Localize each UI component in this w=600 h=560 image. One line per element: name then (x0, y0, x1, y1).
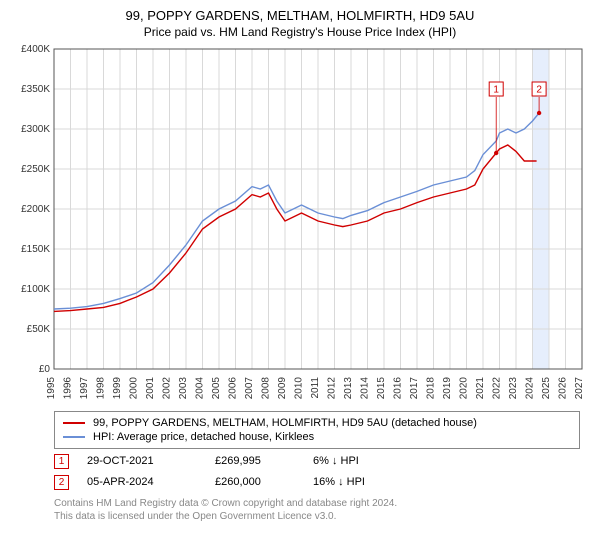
svg-text:£250K: £250K (21, 164, 50, 175)
svg-text:£350K: £350K (21, 84, 50, 95)
footer-line1: Contains HM Land Registry data © Crown c… (54, 497, 580, 510)
svg-text:2019: 2019 (442, 376, 453, 399)
transactions-table: 1 29-OCT-2021 £269,995 6% ↓ HPI 2 05-APR… (54, 451, 580, 493)
svg-text:£50K: £50K (27, 324, 51, 335)
chart-subtitle: Price paid vs. HM Land Registry's House … (10, 25, 590, 39)
txn-pct: 16% ↓ HPI (313, 476, 373, 488)
svg-text:£0: £0 (39, 364, 51, 375)
svg-text:2: 2 (536, 84, 542, 95)
svg-text:1996: 1996 (63, 376, 74, 399)
svg-text:2011: 2011 (310, 376, 321, 398)
legend-label-hpi: HPI: Average price, detached house, Kirk… (93, 431, 314, 443)
txn-date: 29-OCT-2021 (87, 455, 197, 467)
legend-swatch-property (63, 422, 85, 424)
txn-date: 05-APR-2024 (87, 476, 197, 488)
svg-text:2024: 2024 (525, 376, 536, 399)
marker-1-icon: 1 (54, 454, 69, 469)
svg-text:£200K: £200K (21, 204, 50, 215)
svg-text:2017: 2017 (409, 376, 420, 399)
svg-text:2001: 2001 (145, 376, 156, 399)
svg-text:2026: 2026 (558, 376, 569, 399)
svg-text:2007: 2007 (244, 376, 255, 399)
svg-text:2008: 2008 (261, 376, 272, 399)
table-row: 2 05-APR-2024 £260,000 16% ↓ HPI (54, 472, 580, 493)
legend-box: 99, POPPY GARDENS, MELTHAM, HOLMFIRTH, H… (54, 411, 580, 449)
footer-line2: This data is licensed under the Open Gov… (54, 510, 580, 523)
svg-text:1997: 1997 (79, 376, 90, 399)
svg-text:£300K: £300K (21, 124, 50, 135)
table-row: 1 29-OCT-2021 £269,995 6% ↓ HPI (54, 451, 580, 472)
footer-attribution: Contains HM Land Registry data © Crown c… (54, 497, 580, 523)
svg-text:2012: 2012 (327, 376, 338, 399)
txn-price: £269,995 (215, 455, 295, 467)
svg-text:1999: 1999 (112, 376, 123, 399)
legend-item-hpi: HPI: Average price, detached house, Kirk… (63, 430, 571, 444)
svg-text:2006: 2006 (228, 376, 239, 399)
svg-text:2014: 2014 (360, 376, 371, 399)
legend-item-property: 99, POPPY GARDENS, MELTHAM, HOLMFIRTH, H… (63, 416, 571, 430)
svg-text:2027: 2027 (574, 376, 585, 399)
svg-text:2015: 2015 (376, 376, 387, 399)
svg-text:2013: 2013 (343, 376, 354, 399)
chart-area: £0 £50K £100K £150K £200K £250K £300K £350K £400… (10, 45, 590, 405)
chart-title: 99, POPPY GARDENS, MELTHAM, HOLMFIRTH, H… (10, 8, 590, 25)
svg-text:2005: 2005 (211, 376, 222, 399)
svg-text:£150K: £150K (21, 244, 50, 255)
svg-text:2021: 2021 (475, 376, 486, 399)
marker-2-icon: 2 (54, 475, 69, 490)
svg-text:2004: 2004 (195, 376, 206, 399)
svg-text:£100K: £100K (21, 284, 50, 295)
svg-text:1998: 1998 (96, 376, 107, 399)
svg-text:1995: 1995 (46, 376, 57, 399)
svg-text:2003: 2003 (178, 376, 189, 399)
svg-text:2000: 2000 (129, 376, 140, 399)
svg-text:2020: 2020 (459, 376, 470, 399)
legend-label-property: 99, POPPY GARDENS, MELTHAM, HOLMFIRTH, H… (93, 417, 477, 429)
svg-text:2002: 2002 (162, 376, 173, 399)
svg-text:2016: 2016 (393, 376, 404, 399)
svg-text:£400K: £400K (21, 45, 50, 55)
txn-pct: 6% ↓ HPI (313, 455, 373, 467)
legend-swatch-hpi (63, 436, 85, 438)
svg-text:2009: 2009 (277, 376, 288, 399)
svg-text:2022: 2022 (492, 376, 503, 399)
svg-text:2023: 2023 (508, 376, 519, 399)
line-chart: £0 £50K £100K £150K £200K £250K £300K £350K £400… (10, 45, 590, 405)
svg-text:2018: 2018 (426, 376, 437, 399)
txn-price: £260,000 (215, 476, 295, 488)
svg-text:1: 1 (493, 84, 499, 95)
svg-text:2010: 2010 (294, 376, 305, 399)
svg-text:2025: 2025 (541, 376, 552, 399)
